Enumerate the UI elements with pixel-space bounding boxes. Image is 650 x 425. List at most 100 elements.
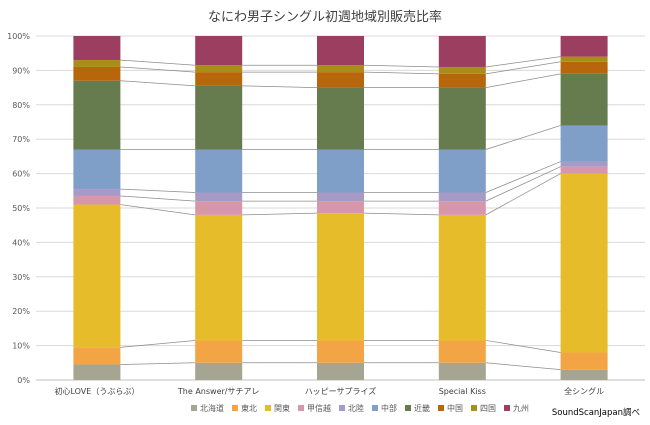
- legend: 北海道 東北 関東 甲信越 北陸 中部 近畿 中国 四国 九州: [191, 403, 529, 413]
- bar-segment: [438, 66, 486, 74]
- legend-swatch: [504, 405, 510, 411]
- legend-item: 九州: [504, 404, 529, 413]
- legend-item: 東北: [232, 403, 257, 413]
- series-connector-lines: [120, 56, 561, 371]
- bar-segment: [438, 214, 486, 341]
- bar-segment: [560, 73, 608, 126]
- legend-item: 北陸: [339, 403, 364, 413]
- bar-segment: [195, 85, 243, 150]
- bar-segment: [73, 60, 121, 67]
- legend-item: 中部: [372, 403, 397, 413]
- chart-title: なにわ男子シングル初週地域別販売比率: [208, 9, 442, 25]
- bar-segment: [560, 166, 608, 174]
- bar-segment: [73, 189, 121, 196]
- bar-segment: [560, 36, 608, 57]
- series-connector-line: [242, 85, 318, 88]
- bar-segment: [560, 56, 608, 62]
- bar-segment: [317, 362, 364, 380]
- bar-segment: [73, 195, 121, 205]
- legend-label: 甲信越: [307, 403, 331, 413]
- legend-item: 甲信越: [298, 403, 331, 413]
- series-connector-line: [485, 125, 561, 150]
- bar-segment: [195, 65, 243, 73]
- legend-swatch: [372, 405, 378, 411]
- bar-segment: [195, 192, 243, 202]
- legend-swatch: [232, 405, 238, 411]
- bar-segment: [560, 352, 608, 370]
- bar-segment: [560, 161, 608, 167]
- legend-label: 中国: [447, 403, 463, 413]
- bar-segment: [438, 192, 486, 202]
- y-tick-label: 30%: [12, 273, 30, 282]
- legend-label: 中部: [381, 403, 397, 413]
- legend-label: 九州: [513, 404, 529, 413]
- legend-item: 近畿: [405, 403, 430, 413]
- legend-swatch: [265, 405, 271, 411]
- x-category-label: 初心LOVE（うぶらぶ）: [54, 386, 139, 396]
- legend-label: 近畿: [414, 403, 430, 413]
- x-category-label: The Answer/サチアレ: [177, 387, 260, 396]
- bar-segment: [195, 214, 243, 341]
- x-category-label: 全シングル: [564, 386, 604, 396]
- series-connector-line: [120, 362, 196, 365]
- legend-label: 四国: [480, 404, 496, 413]
- legend-item: 中国: [438, 403, 463, 413]
- bar-segment: [317, 213, 364, 341]
- bar-segment: [438, 149, 486, 193]
- legend-label: 北陸: [348, 403, 364, 413]
- bar-segment: [560, 125, 608, 162]
- legend-swatch: [471, 405, 477, 411]
- series-connector-line: [120, 188, 196, 193]
- bar-segment: [317, 340, 364, 363]
- legend-item: 北海道: [191, 403, 224, 413]
- bar-segment: [73, 347, 121, 365]
- bar-segment: [73, 204, 121, 348]
- legend-swatch: [438, 405, 444, 411]
- bar-segment: [317, 65, 364, 73]
- bar-segment: [73, 80, 121, 150]
- bar-segment: [73, 149, 121, 190]
- legend-swatch: [298, 405, 304, 411]
- legend-swatch: [191, 405, 197, 411]
- bar-segment: [73, 364, 121, 380]
- source-note: SoundScanJapan調べ: [552, 407, 640, 418]
- legend-item: 関東: [265, 403, 290, 413]
- bar-segment: [560, 369, 608, 380]
- series-connector-line: [485, 73, 561, 88]
- series-connector-line: [485, 173, 561, 216]
- legend-swatch: [405, 405, 411, 411]
- series-connector-line: [120, 340, 196, 348]
- bar-segment: [438, 73, 486, 88]
- series-connector-line: [120, 59, 196, 66]
- legend-swatch: [339, 405, 345, 411]
- bar-segment: [438, 36, 486, 67]
- y-tick-label: 80%: [12, 101, 30, 110]
- bar-segment: [317, 192, 364, 202]
- bar-segment: [317, 149, 364, 193]
- series-connector-line: [363, 64, 439, 68]
- series-connector-line: [363, 71, 439, 75]
- y-tick-label: 0%: [17, 376, 30, 385]
- series-connector-line: [485, 61, 561, 75]
- series-connector-line: [120, 80, 196, 87]
- x-axis-categories: 初心LOVE（うぶらぶ） The Answer/サチアレ ハッピーサプライズ Spec…: [54, 386, 604, 396]
- legend-label: 北海道: [200, 403, 224, 413]
- bar-segment: [317, 201, 364, 214]
- bar-segment: [195, 36, 243, 66]
- series-connector-line: [120, 66, 196, 73]
- series-connector-line: [485, 362, 561, 371]
- y-tick-label: 90%: [12, 66, 30, 75]
- bar-segment: [438, 87, 486, 150]
- legend-label: 東北: [241, 403, 257, 413]
- bar-segment: [317, 72, 364, 88]
- series-connector-line: [120, 195, 196, 202]
- bar-segment: [195, 72, 243, 86]
- bar-segment: [195, 201, 243, 215]
- series-connector-line: [485, 340, 561, 353]
- series-connector-line: [242, 212, 318, 216]
- y-axis-ticks: 0% 10% 20% 30% 40% 50% 60% 70% 80% 90% 100%: [7, 32, 30, 385]
- bar-segment: [195, 340, 243, 363]
- legend-item: 四国: [471, 404, 496, 413]
- y-tick-label: 50%: [12, 204, 30, 213]
